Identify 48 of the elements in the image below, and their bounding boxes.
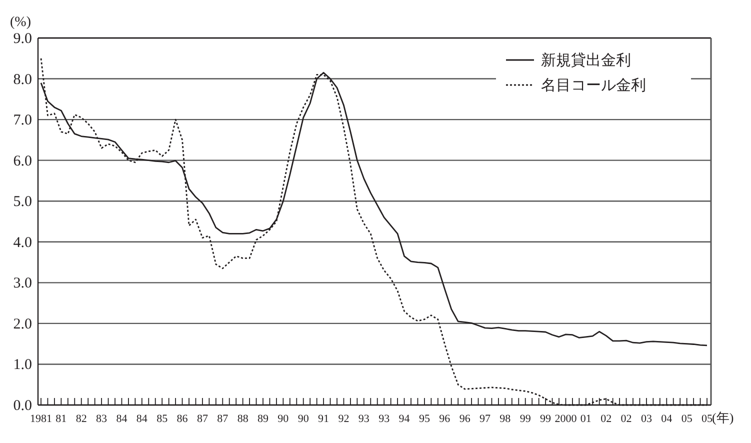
y-tick-label: 1.0 xyxy=(13,357,32,374)
y-tick-label: 0.0 xyxy=(13,398,32,414)
y-tick-label: 9.0 xyxy=(13,31,32,47)
x-tick-label: 89 xyxy=(258,413,269,425)
x-tick-label: 88 xyxy=(237,413,249,425)
x-tick-label: 2000 xyxy=(554,413,578,425)
x-tick-label: 99 xyxy=(540,413,552,425)
x-tick-label: 87 xyxy=(217,413,229,425)
x-tick-label: 85 xyxy=(156,413,168,425)
y-tick-label: 2.0 xyxy=(13,316,32,332)
y-tick-label: 7.0 xyxy=(13,112,32,129)
x-tick-label: 86 xyxy=(176,413,188,425)
x-tick-label: 96 xyxy=(439,413,451,425)
x-tick-label: 84 xyxy=(116,413,128,425)
x-tick-label: 93 xyxy=(378,413,390,425)
legend-label: 名目コール金利 xyxy=(541,77,646,94)
x-tick-label: 99 xyxy=(520,413,532,425)
x-tick-label: 83 xyxy=(96,413,108,425)
x-tick-label: 1981 xyxy=(30,413,52,425)
x-tick-label: 98 xyxy=(500,413,512,425)
x-tick-label: 97 xyxy=(480,413,491,425)
x-tick-label: 87 xyxy=(196,413,208,425)
x-tick-label: 05 xyxy=(702,413,713,425)
x-tick-label: 81 xyxy=(56,413,67,425)
x-tick-label: 94 xyxy=(398,413,410,425)
x-tick-label: 02 xyxy=(620,413,632,425)
x-tick-label: 93 xyxy=(358,413,370,425)
x-tick-label: 05 xyxy=(681,413,693,425)
x-tick-label: 84 xyxy=(136,413,148,425)
y-tick-label: 4.0 xyxy=(13,234,32,251)
y-tick-label: 6.0 xyxy=(13,153,32,170)
x-tick-label: 91 xyxy=(318,413,330,425)
y-tick-label: 8.0 xyxy=(13,72,32,88)
legend-label: 新規貸出金利 xyxy=(541,52,631,69)
x-tick-label: 04 xyxy=(661,413,673,425)
x-axis-title: (年) xyxy=(712,410,734,425)
x-tick-label: 03 xyxy=(640,413,652,425)
x-tick-label: 95 xyxy=(418,413,430,425)
x-tick-label: 02 xyxy=(600,413,612,425)
x-tick-label: 01 xyxy=(580,413,592,425)
x-tick-label: 82 xyxy=(76,413,87,425)
x-tick-label: 90 xyxy=(298,413,310,425)
x-tick-label: 96 xyxy=(459,413,471,425)
y-tick-label: 5.0 xyxy=(13,194,32,210)
y-axis-title: (%) xyxy=(10,15,32,30)
x-tick-label: 90 xyxy=(278,413,290,425)
y-tick-label: 3.0 xyxy=(13,276,32,292)
x-tick-label: 92 xyxy=(338,413,350,425)
